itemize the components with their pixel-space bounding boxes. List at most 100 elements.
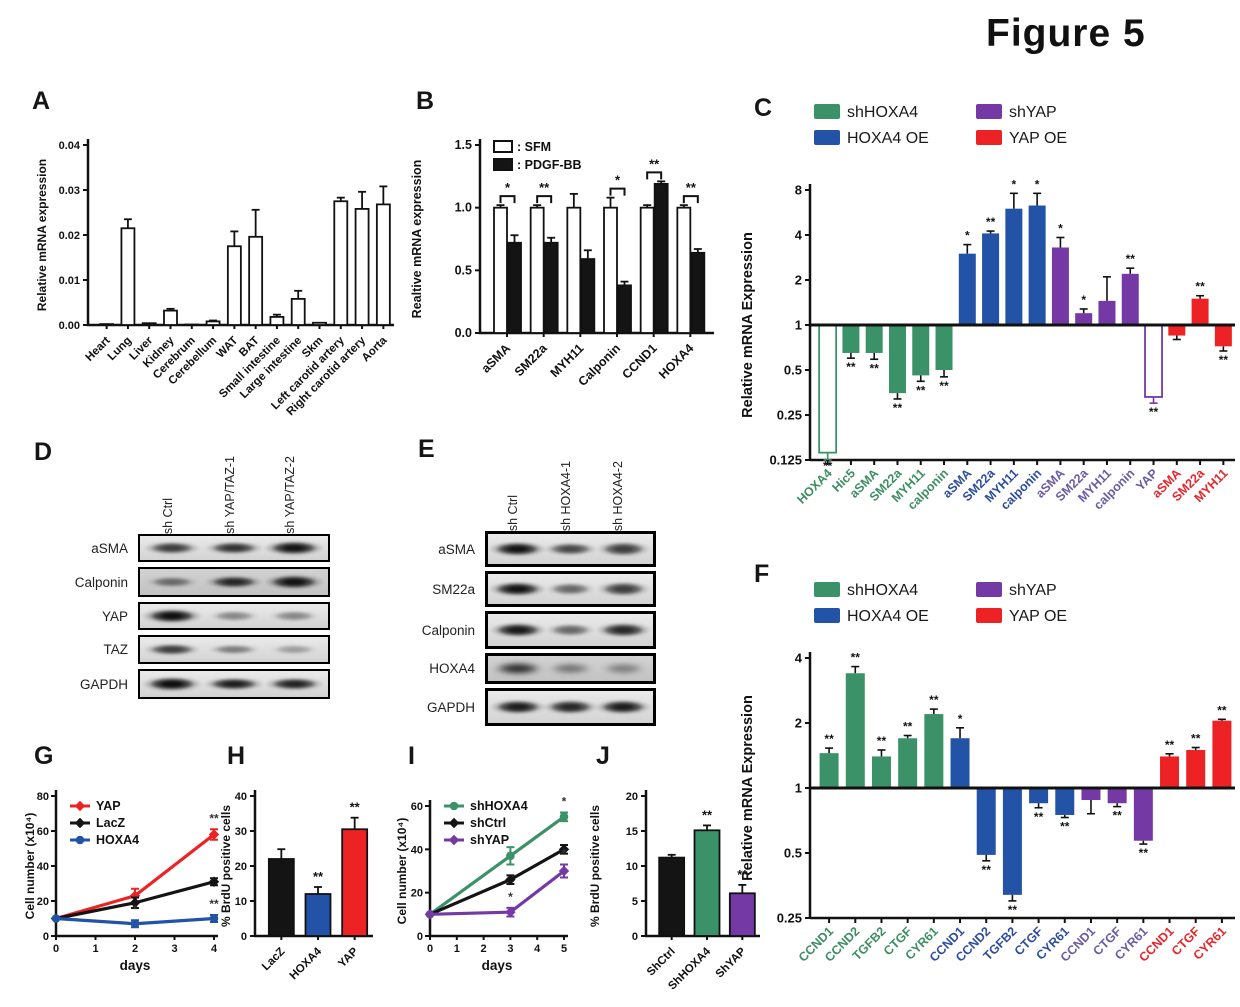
protein-band bbox=[140, 676, 204, 692]
blot-target-label: aSMA bbox=[438, 541, 475, 557]
blot-lane-box bbox=[138, 635, 330, 664]
svg-text:shYAP: shYAP bbox=[1009, 104, 1057, 121]
bar bbox=[267, 858, 295, 937]
svg-text:60: 60 bbox=[37, 826, 49, 838]
protein-band bbox=[204, 540, 264, 556]
bar bbox=[912, 325, 930, 376]
legend-swatch bbox=[493, 140, 513, 153]
svg-text:**: ** bbox=[1195, 280, 1205, 294]
svg-text:**: ** bbox=[870, 361, 880, 375]
bar bbox=[1029, 788, 1049, 804]
svg-text:Cell number (x10⁴): Cell number (x10⁴) bbox=[395, 818, 409, 925]
svg-text:0: 0 bbox=[53, 943, 59, 955]
panel-d: D sh Ctrl sh YAP/TAZ-1 sh YAP/TAZ-2 aSMA Cal… bbox=[30, 438, 334, 704]
bar bbox=[658, 856, 686, 937]
panel-i: I 0 20 40 60 0 1 2 3 4 5 days Cell number (x10⁴) * * *… bbox=[395, 740, 602, 1007]
svg-text:40: 40 bbox=[235, 791, 247, 803]
svg-text:10: 10 bbox=[626, 861, 638, 873]
svg-text:20: 20 bbox=[626, 791, 638, 803]
bar bbox=[865, 325, 883, 353]
svg-text:: SFM: : SFM bbox=[517, 140, 551, 154]
svg-text:*: * bbox=[615, 173, 621, 188]
panel-j-label: J bbox=[596, 742, 610, 770]
legend-swatch bbox=[814, 104, 840, 119]
bar bbox=[819, 753, 839, 788]
svg-text:shYAP: shYAP bbox=[1009, 582, 1057, 599]
bar bbox=[1002, 788, 1022, 895]
svg-text:1: 1 bbox=[454, 943, 460, 955]
svg-text:60: 60 bbox=[411, 801, 423, 813]
bar bbox=[728, 892, 756, 937]
svg-text:0.25: 0.25 bbox=[777, 911, 802, 926]
svg-text:aSMA: aSMA bbox=[479, 341, 513, 375]
svg-text:**: ** bbox=[209, 811, 219, 825]
svg-text:% BrdU positive cells: % BrdU positive cells bbox=[219, 805, 233, 927]
svg-text:1.5: 1.5 bbox=[455, 138, 472, 152]
bar bbox=[1098, 300, 1116, 325]
blot-row-Calponin: Calponin bbox=[30, 567, 330, 597]
protein-band bbox=[542, 699, 599, 715]
lane-label: sh YAP/TAZ-2 bbox=[283, 456, 298, 534]
blot-target-label: HOXA4 bbox=[429, 661, 475, 676]
svg-text:20: 20 bbox=[235, 861, 247, 873]
svg-text:**: ** bbox=[1149, 405, 1159, 419]
protein-band bbox=[203, 676, 265, 692]
legend-swatch bbox=[493, 158, 513, 171]
panel-g-label: G bbox=[34, 742, 54, 770]
bar bbox=[226, 245, 242, 326]
bar bbox=[493, 206, 508, 334]
svg-text:**: ** bbox=[893, 401, 903, 415]
bar bbox=[845, 673, 865, 788]
svg-text:**: ** bbox=[1112, 809, 1122, 823]
protein-band bbox=[598, 662, 648, 675]
lane-label: sh Ctrl bbox=[160, 497, 175, 534]
bar bbox=[690, 251, 706, 334]
blot-row-HOXA4: HOXA4 bbox=[410, 653, 656, 684]
bar bbox=[653, 182, 669, 334]
bar bbox=[290, 297, 306, 326]
legend-swatch bbox=[814, 130, 840, 145]
panel-f-label: F bbox=[754, 560, 770, 588]
panel-a-label: A bbox=[32, 87, 51, 115]
protein-band bbox=[595, 581, 651, 597]
bar bbox=[871, 756, 891, 788]
bar bbox=[842, 325, 860, 353]
panel-g: G 0 20 40 60 80 0 1 2 3 4 days Cell number (x10⁴) **… bbox=[23, 740, 230, 1007]
svg-text:3: 3 bbox=[507, 943, 513, 955]
bar bbox=[950, 738, 970, 788]
svg-text:0.04: 0.04 bbox=[59, 140, 81, 152]
svg-text:**: ** bbox=[851, 651, 861, 665]
svg-text:**: ** bbox=[1008, 903, 1018, 917]
panel-a-chart: 0.00 0.01 0.02 0.03 0.04 Relative mRNA expres… bbox=[35, 139, 394, 418]
bar bbox=[99, 323, 115, 326]
svg-text:YAP: YAP bbox=[336, 945, 361, 970]
bar bbox=[341, 828, 369, 937]
svg-text:20: 20 bbox=[411, 888, 423, 900]
protein-band bbox=[488, 698, 547, 716]
bar bbox=[141, 322, 157, 326]
svg-text:10: 10 bbox=[235, 896, 247, 908]
protein-band bbox=[263, 574, 326, 590]
svg-text:shHOXA4: shHOXA4 bbox=[847, 582, 918, 599]
svg-text:HOXA4: HOXA4 bbox=[96, 833, 139, 847]
panel-f: F shHOXA4 HOXA4 OE shYAP YAP OE 4 2 1 0.5 0.25 Re… bbox=[738, 556, 1240, 1006]
protein-band bbox=[488, 621, 547, 639]
bar bbox=[163, 309, 178, 326]
svg-text:4: 4 bbox=[211, 943, 218, 955]
svg-text:**: ** bbox=[350, 800, 361, 815]
sig-bracket bbox=[609, 187, 626, 196]
svg-text:Relative mRNA expression: Relative mRNA expression bbox=[35, 159, 49, 311]
protein-band bbox=[594, 622, 652, 638]
svg-text:0.5: 0.5 bbox=[455, 263, 472, 277]
bar bbox=[248, 235, 264, 326]
svg-text:shHOXA4: shHOXA4 bbox=[470, 799, 528, 813]
svg-text:Relative mRNA Expression: Relative mRNA Expression bbox=[740, 695, 756, 881]
blot-lane-box bbox=[485, 571, 656, 607]
blot-lane-box bbox=[138, 602, 330, 630]
svg-text:**: ** bbox=[1165, 738, 1175, 752]
bar bbox=[639, 206, 655, 334]
svg-text:2: 2 bbox=[795, 716, 802, 731]
blot-lane-box bbox=[138, 534, 330, 562]
protein-band bbox=[595, 541, 651, 557]
